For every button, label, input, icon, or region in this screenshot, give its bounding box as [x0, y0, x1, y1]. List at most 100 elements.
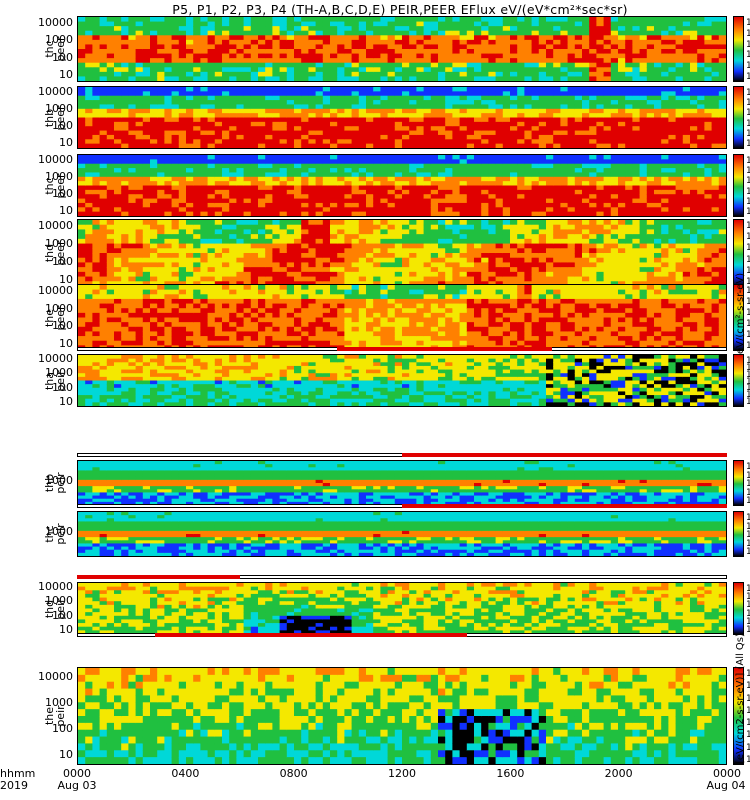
y-tick-label: 1000: [45, 524, 73, 538]
colorbar: [733, 354, 744, 407]
spectrogram-plot: [77, 86, 727, 149]
colorbar-axis-label: [eV/(cm2-s-sr-eV)] (All Qs): [735, 633, 746, 764]
colorbar-tick-label: 10³: [746, 72, 750, 82]
x-tick-label: 1200: [388, 767, 416, 780]
colorbar-tick-label: 10⁵: [746, 608, 750, 619]
y-tick-label: 1000: [45, 695, 73, 709]
spectrogram-plot: [77, 582, 727, 635]
spectrogram-plot: [77, 667, 727, 765]
spectrogram-plot: [77, 460, 727, 506]
y-tick-label: 10000: [38, 669, 73, 683]
colorbar-tick-label: 10⁴: [746, 530, 750, 540]
x-date-right: Aug 04: [706, 779, 746, 792]
colorbar-tick-label: 10⁶: [746, 462, 750, 472]
y-tick-label: 10: [59, 622, 73, 636]
colorbar: [733, 284, 744, 351]
colorbar-tick-label: 10⁴: [746, 128, 750, 139]
y-tick-label: 10: [59, 273, 73, 287]
y-tick-label: 100: [52, 186, 73, 200]
colorbar-tick-label: 10⁴: [746, 61, 750, 72]
spectrogram-plot: [77, 354, 727, 407]
colorbar-tick-label: 10²: [746, 730, 750, 741]
colorbar-tick-label: 10⁵: [746, 50, 750, 61]
colorbar-tick-label: 10⁷: [746, 592, 750, 603]
colorbar-tick-label: 10⁵: [746, 693, 750, 704]
colorbar-tick-label: 10⁸: [746, 18, 750, 28]
colorbar-tick-label: 10⁴: [746, 196, 750, 207]
colorbar-tick-label: 10⁷: [746, 28, 750, 39]
colorbar-tick-label: 10³: [746, 487, 750, 498]
x-tick-label: 0800: [279, 767, 308, 780]
y-tick-label: 1000: [45, 301, 73, 315]
y-tick-label: 10000: [38, 580, 73, 594]
colorbar-tick-label: 10⁵: [746, 254, 750, 265]
y-tick-label: 1000: [45, 366, 73, 380]
colorbar-tick-label: 10⁵: [746, 186, 750, 197]
x-tick-label: 0000: [63, 767, 91, 780]
colorbar-tick-label: 10³: [746, 207, 750, 217]
y-tick-label: 100: [52, 319, 73, 333]
y-tick-label: 1000: [45, 473, 73, 487]
colorbar-tick-label: 10⁴: [746, 479, 750, 489]
x-axis-row1-label: hhmm: [0, 767, 36, 780]
y-tick-label: 1000: [45, 170, 73, 184]
y-tick-label: 100: [52, 255, 73, 269]
colorbar-tick-label: 10⁰: [746, 755, 750, 765]
y-tick-label: 10000: [38, 85, 73, 99]
colorbar-tick-label: 10⁶: [746, 176, 750, 187]
y-tick-label: 10: [59, 394, 73, 408]
colorbar-tick-label: 10⁷: [746, 98, 750, 109]
colorbar-axis-label: eV/(cm²-s-sr-eV): [735, 272, 746, 354]
colorbar-tick-label: 10⁶: [746, 600, 750, 611]
spectrogram-plot: [77, 154, 727, 217]
y-tick-label: 10: [59, 68, 73, 82]
y-tick-label: 1000: [45, 236, 73, 250]
x-date-left: Aug 03: [57, 779, 97, 792]
colorbar-tick-label: 10²: [746, 547, 750, 557]
colorbar-tick-label: 10⁸: [746, 156, 750, 166]
colorbar-tick-label: 10⁸: [746, 221, 750, 231]
colorbar-tick-label: 10³: [746, 538, 750, 549]
y-tick-label: 10: [59, 748, 73, 762]
colorbar-tick-label: 10⁸: [746, 88, 750, 98]
colorbar-tick-label: 10¹: [746, 742, 750, 753]
colorbar-tick-label: 10⁴: [746, 705, 750, 716]
colorbar: [733, 86, 744, 149]
colorbar-tick-label: 10⁶: [746, 108, 750, 119]
colorbar-tick-label: 10⁴: [746, 265, 750, 276]
colorbar-tick-label: 10⁶: [746, 308, 750, 318]
colorbar-tick-label: 10¹: [746, 397, 750, 407]
colorbar-tick-label: 10⁷: [746, 669, 750, 679]
status-bar-segment: [402, 453, 727, 457]
colorbar-tick-label: 10⁷: [746, 356, 750, 366]
chart-title: P5, P1, P2, P3, P4 (TH-A,B,C,D,E) PEIR,P…: [172, 2, 628, 17]
colorbar-tick-label: 10⁵: [746, 470, 750, 481]
colorbar-tick-label: 10⁵: [746, 521, 750, 532]
colorbar-tick-label: 10²: [746, 496, 750, 506]
y-tick-label: 10: [59, 337, 73, 351]
colorbar-tick-label: 10⁵: [746, 118, 750, 129]
colorbar: [733, 667, 744, 765]
colorbar-tick-label: 10³: [746, 341, 750, 351]
colorbar-tick-label: 10⁴: [746, 330, 750, 340]
x-axis-row2-label: 2019: [0, 779, 28, 792]
y-tick-label: 100: [52, 722, 73, 736]
colorbar-tick-label: 10³: [746, 139, 750, 149]
y-tick-label: 10000: [38, 352, 73, 366]
colorbar-tick-label: 10⁷: [746, 166, 750, 177]
colorbar-tick-label: 10⁸: [746, 286, 750, 296]
spectrogram-plot: [77, 511, 727, 557]
colorbar-tick-label: 10³: [746, 383, 750, 394]
y-tick-label: 100: [52, 50, 73, 64]
y-tick-label: 100: [52, 118, 73, 132]
spectrogram-plot: [77, 219, 727, 287]
y-tick-label: 10: [59, 203, 73, 217]
status-bar-segment: [77, 575, 240, 579]
spectrogram-plot: [77, 284, 727, 351]
status-bar-segment: [155, 633, 467, 637]
colorbar-tick-label: 10⁷: [746, 297, 750, 307]
colorbar-tick-label: 10⁶: [746, 681, 750, 692]
colorbar: [733, 511, 744, 557]
y-tick-label: 10000: [38, 153, 73, 167]
